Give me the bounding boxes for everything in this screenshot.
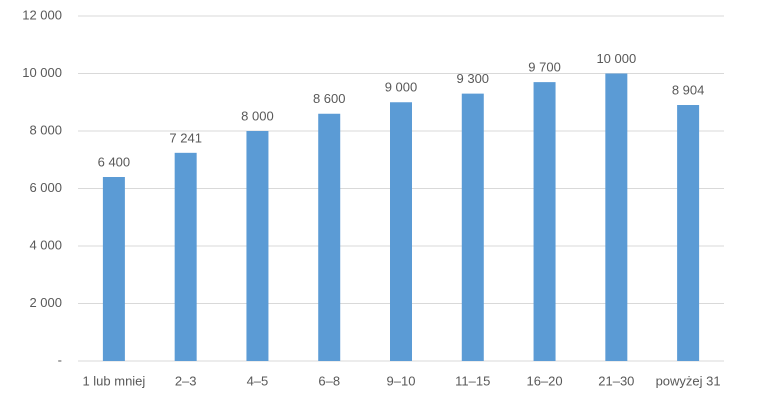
data-label: 8 904 xyxy=(672,82,705,97)
bar xyxy=(318,113,341,361)
data-label: 8 600 xyxy=(313,91,346,106)
y-tick-label: 4 000 xyxy=(29,237,62,252)
data-label: 9 700 xyxy=(528,60,561,75)
bar xyxy=(605,73,628,361)
x-tick-label: 16–20 xyxy=(526,373,562,388)
bar xyxy=(533,82,556,361)
x-tick-label: 1 lub mniej xyxy=(82,373,145,388)
x-tick-label: 11–15 xyxy=(455,373,490,388)
x-tick-label: 2–3 xyxy=(175,373,197,388)
y-tick-label: 12 000 xyxy=(22,7,62,22)
bar xyxy=(246,131,269,361)
data-label: 7 241 xyxy=(169,130,202,145)
x-tick-label: 21–30 xyxy=(598,373,634,388)
bar xyxy=(461,93,484,361)
bar xyxy=(102,177,125,361)
x-tick-label: 6–8 xyxy=(318,373,340,388)
bar xyxy=(677,105,700,361)
bar xyxy=(390,102,412,361)
y-tick-label: 8 000 xyxy=(29,122,62,137)
data-label: 9 300 xyxy=(457,71,490,86)
y-tick-label: - xyxy=(58,352,62,367)
y-tick-label: 10 000 xyxy=(22,65,62,80)
y-tick-label: 2 000 xyxy=(29,295,62,310)
x-tick-label: 9–10 xyxy=(387,373,416,388)
x-tick-label: 4–5 xyxy=(247,373,269,388)
data-label: 8 000 xyxy=(241,108,274,123)
data-label: 9 000 xyxy=(385,80,418,95)
bar xyxy=(174,152,197,361)
x-tick-label: powyżej 31 xyxy=(656,373,721,388)
data-label: 6 400 xyxy=(98,154,131,169)
data-label: 10 000 xyxy=(596,51,636,66)
y-tick-label: 6 000 xyxy=(29,180,62,195)
